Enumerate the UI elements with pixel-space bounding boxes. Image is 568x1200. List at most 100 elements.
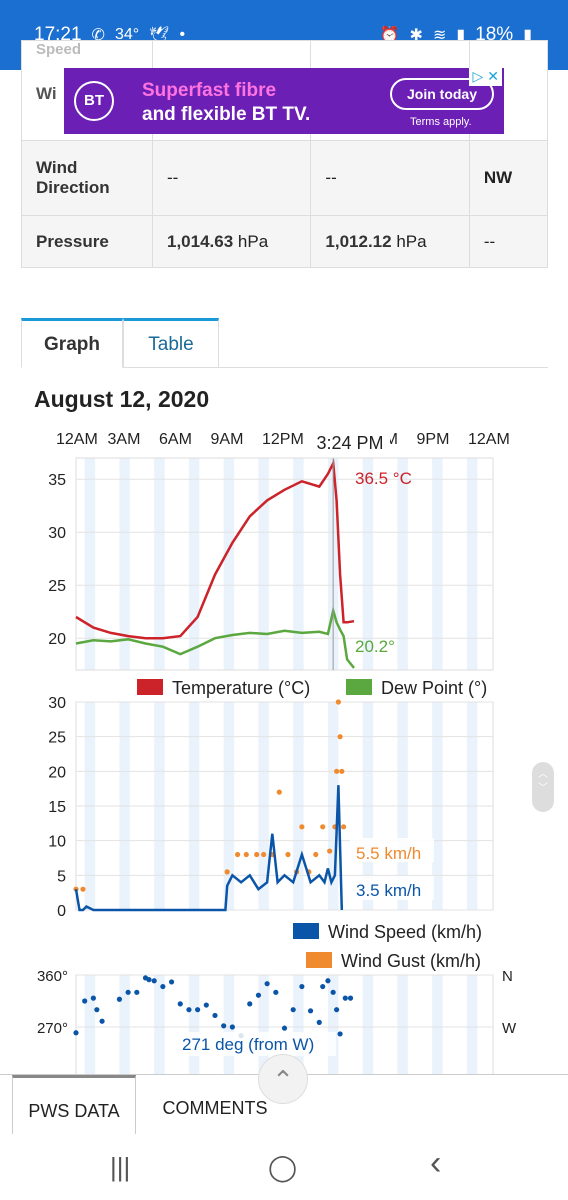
chevron-up-icon: ︿ (538, 769, 548, 780)
legend-wind-gust: Wind Gust (km/h) (341, 951, 481, 971)
tooltip-time: 3:24 PM (316, 433, 383, 453)
direction-point (273, 989, 279, 995)
direction-point (320, 983, 326, 990)
direction-point (151, 978, 157, 984)
direction-point (94, 1007, 100, 1013)
stripe (397, 458, 408, 670)
gust-point (243, 851, 249, 858)
speed-label-bg (350, 876, 434, 900)
direction-point (325, 978, 331, 984)
gust-point (327, 848, 333, 854)
direction-point (299, 983, 305, 990)
direction-point (168, 979, 175, 985)
chevron-up-icon: ⌃ (272, 1065, 294, 1095)
tab-table[interactable]: Table (123, 318, 219, 368)
direction-point (290, 1007, 296, 1013)
direction-label-bg (178, 1032, 336, 1056)
x-tick-label: 3AM (108, 431, 141, 448)
cell-unit: hPa (391, 231, 427, 251)
legend-dewpoint: Dew Point (°) (381, 678, 487, 698)
stripe (119, 458, 130, 670)
direction-point (212, 1012, 218, 1019)
cell-today: -- (151, 140, 312, 216)
y-tick-label: 0 (57, 903, 66, 920)
ad-terms: Terms apply. (410, 116, 472, 128)
ad-close-controls[interactable]: ▷ ✕ (469, 68, 502, 86)
legend-wind-speed: Wind Speed (km/h) (328, 922, 482, 942)
x-tick-label: 12PM (262, 431, 304, 448)
right-axis-label: N (502, 968, 513, 985)
legend-swatch-temperature (137, 679, 163, 695)
direction-point (255, 992, 262, 998)
x-tick-label: 12AM (56, 431, 98, 448)
ad-banner[interactable]: BT Superfast fibre and flexible BT TV. J… (64, 68, 504, 134)
adchoices-icon[interactable]: ▷ (472, 68, 484, 84)
status-temp: 34° (114, 26, 140, 43)
direction-point (334, 1007, 340, 1013)
dewpoint-line (75, 605, 355, 669)
direction-point (186, 1007, 192, 1013)
stripe (362, 458, 374, 670)
bottom-tabs: PWS DATA COMMENTS (0, 1074, 568, 1135)
direction-point (342, 995, 348, 1001)
stripe (188, 458, 200, 670)
direction-point (337, 1031, 343, 1037)
dewpoint-label: 20.2° (355, 637, 395, 656)
stripe (258, 458, 269, 670)
direction-point (134, 989, 140, 995)
direction-point (307, 1008, 314, 1014)
y-tick-label: 360° (37, 968, 68, 985)
direction-point (247, 1001, 253, 1007)
view-tabs: Graph Table (21, 318, 548, 368)
gust-point (224, 869, 230, 875)
system-navigation: ||| ◯ ‹ (0, 1134, 568, 1200)
direction-point (229, 1024, 235, 1030)
chevron-down-icon: ﹀ (538, 783, 548, 794)
gust-point (320, 824, 326, 830)
recent-apps-button[interactable]: ||| (110, 1152, 131, 1182)
y-tick-label: 10 (48, 834, 66, 851)
y-tick-label: 5 (57, 868, 66, 885)
gust-point (261, 851, 267, 858)
legend-swatch-wind-speed (293, 923, 319, 939)
cell-current: -- (468, 215, 549, 268)
stripe (432, 458, 443, 670)
gust-point (234, 851, 241, 858)
ad-join-button[interactable]: Join today (390, 78, 494, 110)
ad-headline: Superfast fibre (142, 80, 277, 101)
history-chart[interactable]: 12AM3AM6AM9AM12PM3PM6PM9PM12AM2025303536… (0, 420, 568, 1080)
page-date: August 12, 2020 (34, 386, 210, 412)
battery-icon: ▮ (523, 27, 532, 44)
direction-point (177, 1001, 183, 1007)
cell-avg: -- (310, 140, 470, 216)
home-button[interactable]: ◯ (268, 1152, 298, 1182)
gust-label: 5.5 km/h (356, 844, 421, 863)
gust-point (285, 851, 291, 858)
gust-point (340, 824, 347, 830)
close-icon[interactable]: ✕ (487, 68, 499, 84)
cut-label-top: Speed (36, 41, 82, 58)
cell-unit: hPa (233, 231, 269, 251)
scroll-to-top-button[interactable]: ⌃ (258, 1054, 308, 1104)
direction-point (330, 989, 336, 995)
row-label: Pressure (21, 215, 153, 268)
direction-point (73, 1030, 79, 1036)
ad-subline: and flexible BT TV. (142, 104, 311, 125)
right-axis-label: W (502, 1020, 517, 1037)
scroll-handle[interactable]: ︿ ﹀ (532, 762, 554, 812)
direction-point (160, 983, 166, 990)
tab-comments[interactable]: COMMENTS (162, 1098, 268, 1118)
x-tick-label: 9PM (417, 431, 450, 448)
tab-pws-data[interactable]: PWS DATA (12, 1075, 136, 1135)
cell-value: 1,012.12 (325, 231, 392, 251)
wifi-icon: ≋ (432, 27, 447, 44)
y-tick-label: 30 (48, 525, 66, 542)
battery-level: 18% (475, 24, 514, 45)
signal-icon: ▮ (456, 27, 466, 44)
direction-point (203, 1002, 209, 1008)
x-tick-label: 9AM (211, 431, 244, 448)
stripe (293, 458, 304, 670)
tab-graph[interactable]: Graph (21, 318, 123, 368)
back-button[interactable]: ‹ (430, 1144, 442, 1182)
direction-point (264, 981, 270, 987)
